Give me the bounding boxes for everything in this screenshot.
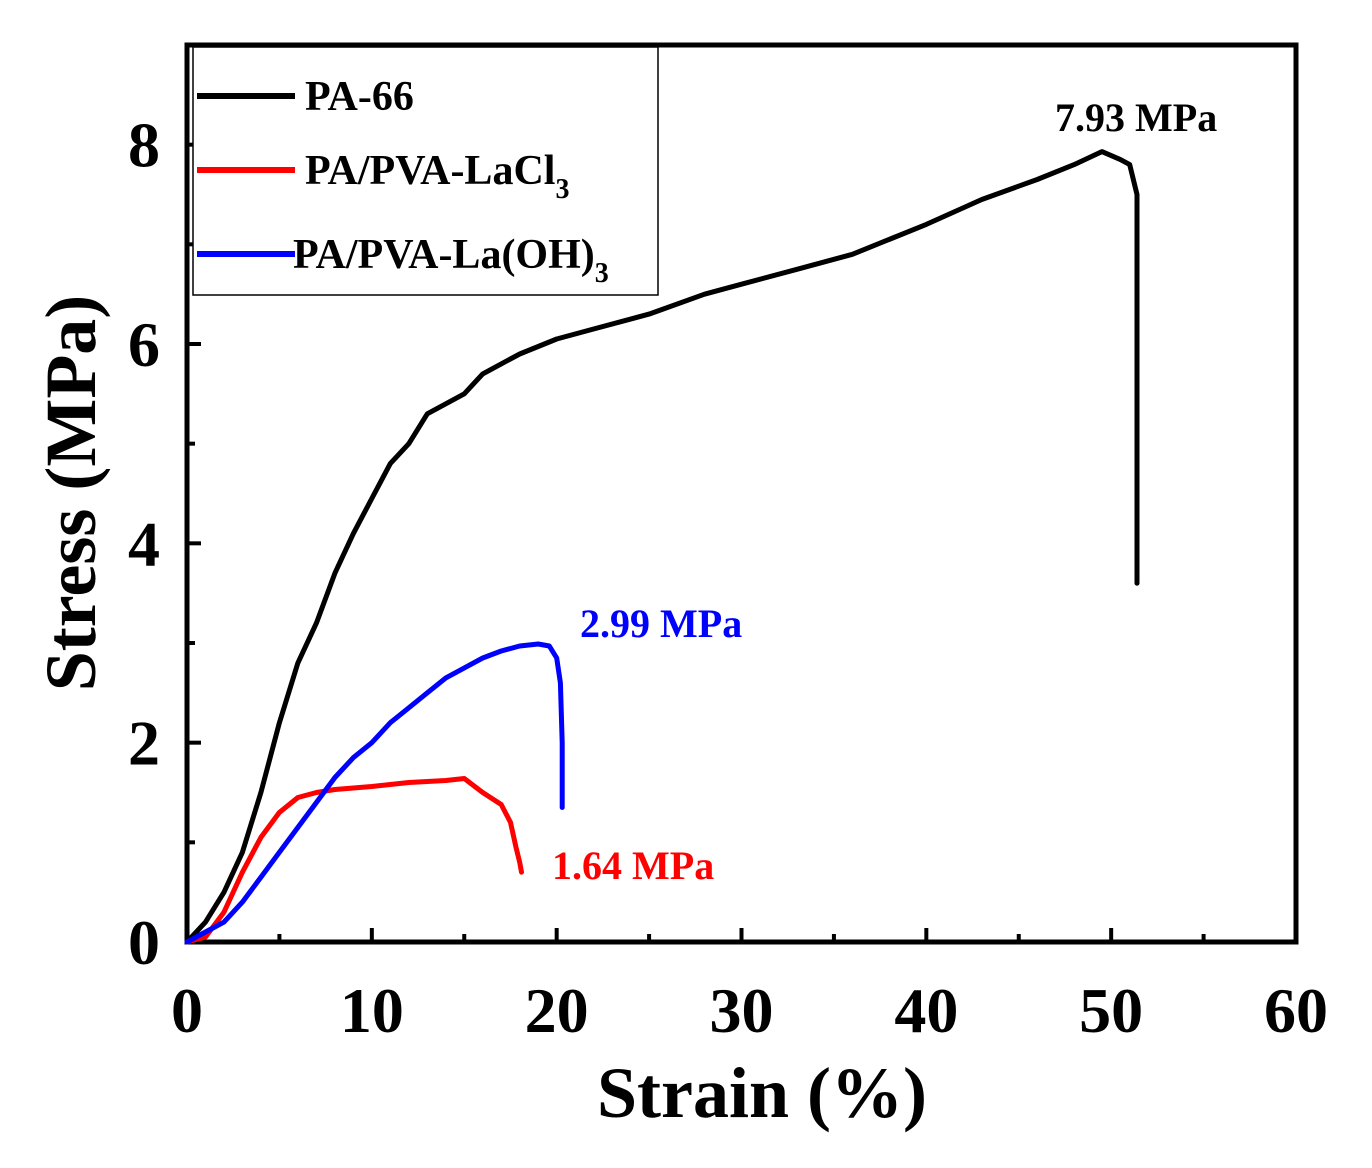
annotation-laoh3-max: 2.99 MPa (580, 601, 742, 646)
legend-label-pa66: PA-66 (305, 74, 414, 120)
series-line-0 (184, 149, 1140, 945)
y-axis-title: Stress (MPa) (31, 295, 111, 692)
x-tick-label: 0 (171, 975, 203, 1046)
legend: PA-66 PA/PVA-LaCl3 PA/PVA-La(OH)3 (192, 46, 659, 296)
legend-label-laoh3: PA/PVA-La(OH)3 (293, 232, 609, 289)
axis-ticks: 0 10 20 30 40 50 60 0 2 4 6 8 (128, 43, 1328, 1046)
y-tick-label: 0 (128, 907, 160, 978)
annotation-lacl3-max: 1.64 MPa (552, 843, 714, 888)
x-axis-title: Strain (%) (597, 1053, 927, 1133)
x-tick-label: 30 (710, 975, 774, 1046)
y-tick-label: 2 (128, 708, 160, 779)
series-line-2 (184, 641, 565, 945)
x-tick-label: 20 (525, 975, 589, 1046)
y-tick-label: 8 (128, 110, 160, 181)
y-tick-label: 4 (128, 508, 160, 579)
annotation-pa66-max: 7.93 MPa (1055, 95, 1217, 140)
series-line-1 (184, 776, 524, 945)
y-tick-label: 6 (128, 309, 160, 380)
x-tick-label: 10 (340, 975, 404, 1046)
x-tick-label: 60 (1264, 975, 1328, 1046)
legend-label-lacl3: PA/PVA-LaCl3 (305, 148, 569, 205)
x-tick-label: 50 (1079, 975, 1143, 1046)
series-lines (184, 149, 1140, 945)
x-tick-label: 40 (894, 975, 958, 1046)
